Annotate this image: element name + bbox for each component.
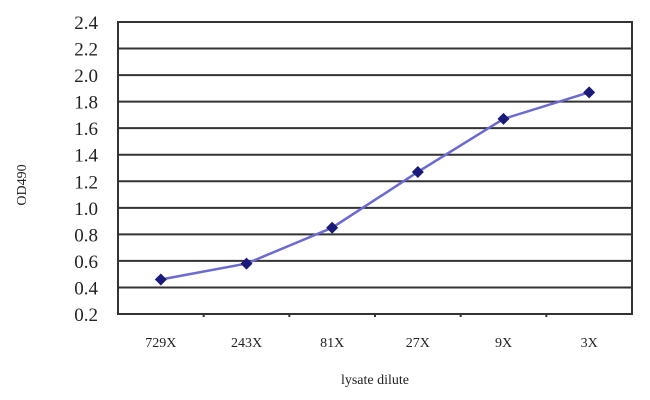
y-tick-label: 0.2 <box>74 305 98 326</box>
y-tick-label: 1.0 <box>74 199 98 220</box>
series-line <box>160 91 590 281</box>
data-point <box>583 86 596 99</box>
x-tick-labels: 729X 243X 81X 27X 9X 3X <box>145 336 597 351</box>
y-tick-label: 0.4 <box>74 278 98 299</box>
y-tick-label: 1.8 <box>74 93 98 114</box>
y-tick-label: 1.4 <box>74 146 98 167</box>
y-tick-label: 1.2 <box>74 172 98 193</box>
data-point <box>326 221 339 234</box>
data-point <box>154 273 167 286</box>
x-tick-label: 243X <box>231 336 262 351</box>
y-tick-label: 2.0 <box>74 66 98 87</box>
x-tick-label: 3X <box>581 336 598 351</box>
y-tick-label: 0.8 <box>74 225 98 246</box>
y-tick-label: 1.6 <box>74 119 98 140</box>
data-point <box>497 112 510 125</box>
y-tick-label: 2.4 <box>74 13 98 34</box>
x-tick-label: 9X <box>495 336 512 351</box>
x-tick-label: 729X <box>145 336 176 351</box>
data-point <box>240 257 253 270</box>
x-axis-label: lysate dilute <box>341 373 409 388</box>
y-tick-labels: 0.2 0.4 0.6 0.8 1.0 1.2 1.4 1.6 1.8 2.0 2.2 2.4 <box>74 13 98 326</box>
y-tick-label: 0.6 <box>74 252 98 273</box>
y-tick-label: 2.2 <box>74 40 98 61</box>
plot-area-border <box>117 21 633 315</box>
x-tick-label: 27X <box>406 336 430 351</box>
data-point <box>411 165 424 178</box>
series-layer <box>154 86 596 286</box>
y-axis-label: OD490 <box>15 164 30 205</box>
x-tick-label: 81X <box>320 336 344 351</box>
